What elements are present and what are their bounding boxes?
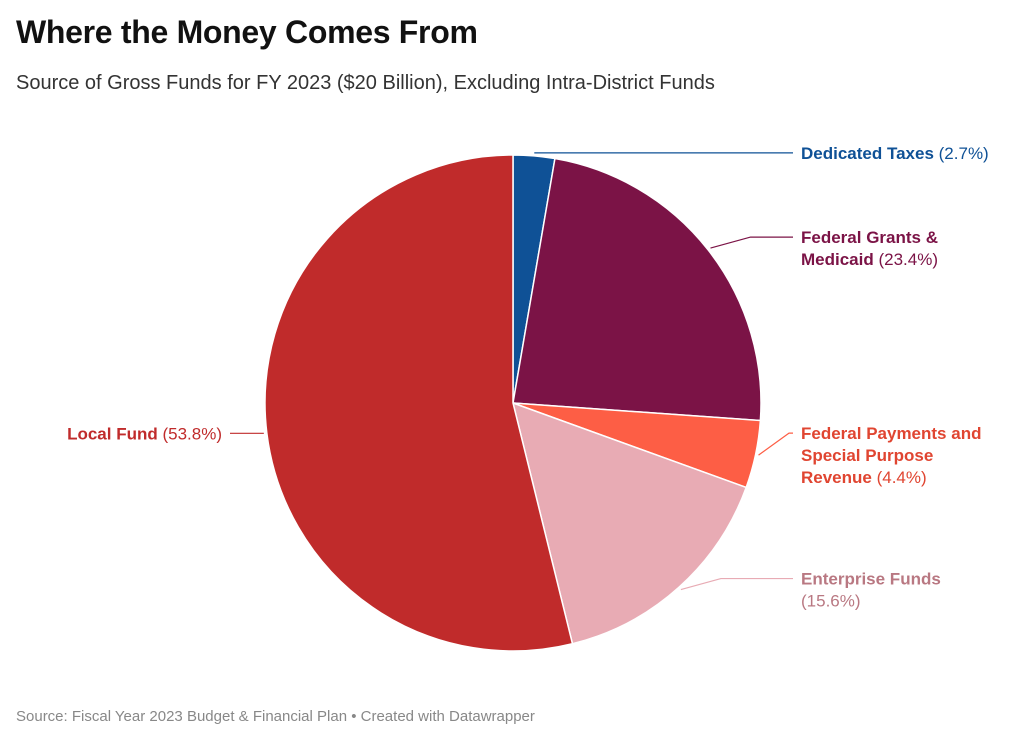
source-note: Source: Fiscal Year 2023 Budget & Financ… [16, 708, 348, 725]
chart-subtitle: Source of Gross Funds for FY 2023 ($20 B… [16, 72, 715, 94]
slice-label: Enterprise Funds (15.6%) [801, 570, 941, 611]
pie-slice[interactable] [511, 401, 748, 645]
leader-line [680, 577, 793, 591]
pie-slice[interactable] [512, 157, 762, 422]
footer-separator: • [347, 708, 361, 725]
chart-title: Where the Money Comes From [16, 14, 478, 50]
pie-slice[interactable] [264, 154, 574, 652]
chart-footer: Source: Fiscal Year 2023 Budget & Financ… [16, 708, 535, 725]
leader-line [758, 432, 793, 456]
leader-line [710, 236, 793, 249]
slice-label: Local Fund (53.8%) [67, 424, 222, 443]
slice-label: Dedicated Taxes (2.7%) [801, 144, 989, 163]
slice-label: Federal Grants & Medicaid (23.4%) [801, 228, 938, 269]
credit-link[interactable]: Created with Datawrapper [360, 708, 535, 725]
slice-label: Federal Payments and Special Purpose Reven… [801, 424, 981, 487]
